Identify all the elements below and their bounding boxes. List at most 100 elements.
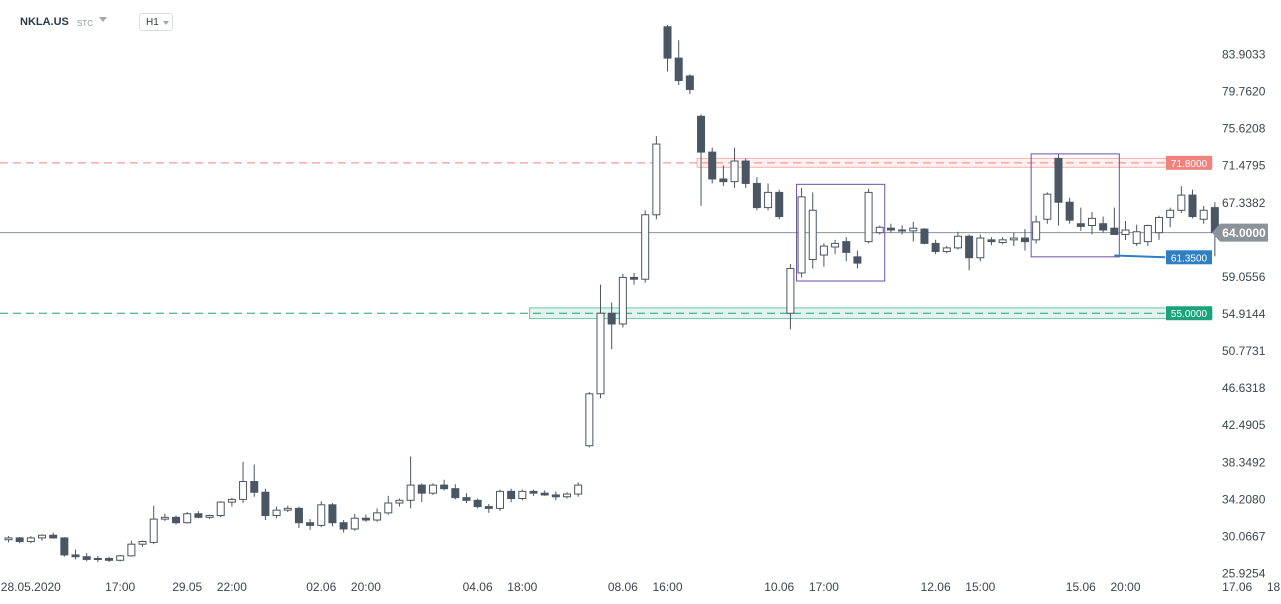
time-tick-label: 28.05.2020 [1,580,61,594]
candle [451,484,460,500]
symbol-label[interactable]: NKLA.US [20,16,69,28]
candle-body [652,143,661,216]
current-price-tag-bg [1212,223,1268,242]
candle-body [38,534,47,539]
candle-body [585,393,594,447]
candle [864,188,873,244]
candle-body [1155,216,1164,234]
candle-body [574,484,583,495]
candle-body [294,507,303,524]
symbol-dropdown-icon[interactable] [99,17,107,22]
candle [741,158,750,188]
candle-body [741,160,750,184]
candle [60,537,69,557]
candle-body [462,497,471,501]
resistance-price-tag-bg [1166,155,1212,170]
candle-body [819,245,828,256]
time-tick-label: 17:00 [105,580,135,594]
price-axis[interactable]: 83.9033 79.7620 75.6208 71.4795 67.3382 59.05… [1222,48,1266,581]
support-price-tag: 55.0000 [1171,309,1208,320]
candle [563,492,571,499]
candle [149,505,158,545]
time-tick-label: 29.05 [172,580,202,594]
candle [998,237,1007,245]
candle [730,147,739,188]
candle-body [909,227,918,232]
candle [886,223,895,233]
range-box [1030,153,1120,258]
candle-body [674,57,683,81]
range-box [796,183,886,282]
candle [1110,207,1119,235]
candle [1065,197,1074,224]
candle-body [518,490,527,500]
candle [38,534,47,541]
candle-body [953,235,962,249]
candle [719,165,728,187]
candle [1099,216,1108,233]
candle-body [965,235,974,259]
time-tick-label: 08.06 [608,580,638,594]
candle [540,490,549,496]
chevron-down-icon [163,21,169,25]
candle [507,488,516,503]
candle-body [306,522,315,526]
candle-body [93,558,102,561]
time-tick-label: 17.06 [1222,580,1252,594]
candle [93,555,102,563]
candle-body [283,507,292,511]
time-tick-label: 02.06 [306,580,336,594]
candle-body [116,555,125,561]
candle-body [451,488,460,499]
reference-lines-layer [0,162,1212,314]
time-tick-label: 15.06 [1066,580,1096,594]
candle [395,498,404,507]
candle-body [775,191,784,218]
boxes-layer [796,153,1120,282]
candle [842,237,851,262]
candle-body [1177,194,1186,211]
candle-body [797,196,806,274]
candle [116,554,125,562]
candle-body [920,228,929,244]
candle [618,273,627,328]
candle [808,192,817,269]
candle [373,508,382,522]
candle-body [563,493,571,498]
candle-body [26,537,35,543]
candle-body [1143,225,1152,243]
candles-layer [4,24,1219,563]
price-tick-label: 50.7731 [1222,344,1266,358]
time-tick-label: 04.06 [463,580,493,594]
candle-body [618,276,627,325]
candle-body [853,256,862,264]
candle [339,520,348,533]
candle [361,514,370,522]
support-price-tag-bg [1166,306,1212,321]
candle [797,187,806,278]
candle [942,246,951,254]
candle-body [250,481,259,493]
price-tick-label: 54.9144 [1222,307,1266,321]
candle-body [227,498,236,503]
candle-body [808,209,817,261]
price-tick-label: 30.0667 [1222,529,1266,543]
price-tick-label: 71.4795 [1222,159,1266,173]
timeframe-select[interactable]: H1 [139,13,173,31]
candle-body [752,182,761,209]
candle-body [428,484,437,494]
candle-body [540,492,549,496]
candle-body [105,558,114,561]
candle [1087,212,1096,235]
candle [831,239,840,255]
price-tick-label: 46.6318 [1222,381,1266,395]
candle-body [440,484,449,490]
time-tick-label: 20:00 [351,580,381,594]
candle-body [149,518,158,543]
time-axis[interactable]: 28.05.2020 17:00 29.05 22:00 02.06 20:00 04.06… [1,580,1281,594]
candle-body [172,516,181,524]
candle-body [842,241,851,253]
candle [953,231,962,250]
candle-body [361,517,370,521]
